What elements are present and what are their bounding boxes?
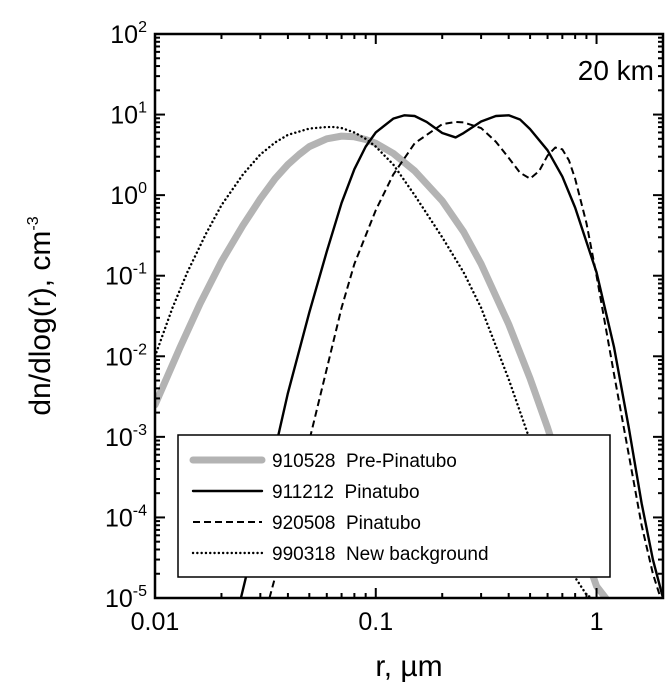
series-line-911212 (239, 114, 663, 598)
series-line-920508 (268, 120, 662, 598)
legend-label: 910528 Pre-Pinatubo (272, 451, 457, 472)
y-axis-title-main: dn/dlog(r), cm (24, 231, 57, 416)
legend-label: 990318 New background (272, 544, 489, 565)
x-tick-label: 0.01 (131, 608, 180, 636)
legend: 910528 Pre-Pinatubo 911212 Pinatubo 920508… (177, 434, 611, 578)
y-tick-label: 10-4 (105, 502, 147, 532)
tick-labels: 0.01 0.1 1 102 101 100 10-1 10-2 10-3 10-4 10-5 (105, 19, 604, 636)
y-tick-label: 100 (110, 180, 147, 210)
y-axis-title: dn/dlog(r), cm-3 (24, 216, 57, 415)
legend-label: 920508 Pinatubo (272, 513, 421, 534)
plot-frame (153, 32, 665, 600)
y-tick-label: 10-1 (105, 261, 147, 291)
x-axis-title: r, µm (375, 650, 442, 683)
y-tick-label: 10-5 (105, 583, 147, 613)
y-tick-label: 102 (110, 19, 147, 49)
y-tick-label: 101 (110, 100, 147, 130)
legend-label: 911212 Pinatubo (272, 482, 420, 503)
x-tick-label: 0.1 (358, 608, 393, 636)
x-tick-label: 1 (590, 608, 604, 636)
axis-ticks (154, 33, 664, 599)
y-axis-title-superscript: -3 (25, 216, 42, 230)
y-tick-label: 10-3 (105, 422, 147, 452)
y-tick-label: 10-2 (105, 341, 147, 371)
annotation-altitude: 20 km (578, 55, 654, 86)
